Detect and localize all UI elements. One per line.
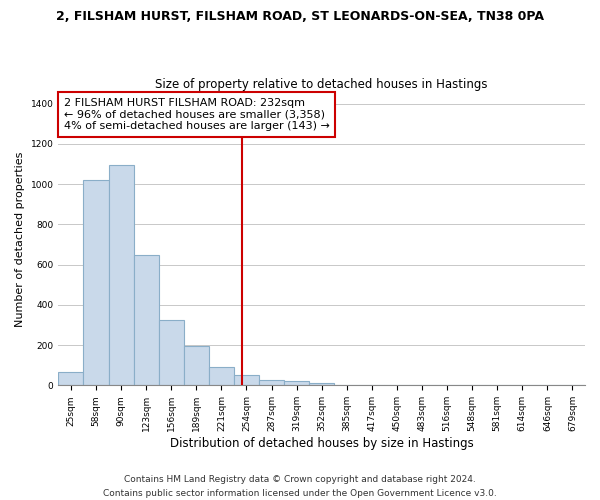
Title: Size of property relative to detached houses in Hastings: Size of property relative to detached ho…: [155, 78, 488, 91]
Bar: [109, 165, 134, 386]
Bar: [309, 384, 334, 386]
Text: 2 FILSHAM HURST FILSHAM ROAD: 232sqm
← 96% of detached houses are smaller (3,358: 2 FILSHAM HURST FILSHAM ROAD: 232sqm ← 9…: [64, 98, 329, 131]
Y-axis label: Number of detached properties: Number of detached properties: [15, 152, 25, 327]
Bar: [58, 372, 83, 386]
Bar: [83, 180, 109, 386]
Bar: [209, 367, 234, 386]
Text: Contains HM Land Registry data © Crown copyright and database right 2024.
Contai: Contains HM Land Registry data © Crown c…: [103, 476, 497, 498]
Bar: [184, 346, 209, 386]
Bar: [259, 380, 284, 386]
X-axis label: Distribution of detached houses by size in Hastings: Distribution of detached houses by size …: [170, 437, 473, 450]
Bar: [234, 376, 259, 386]
Bar: [134, 254, 159, 386]
Bar: [159, 320, 184, 386]
Bar: [284, 382, 309, 386]
Text: 2, FILSHAM HURST, FILSHAM ROAD, ST LEONARDS-ON-SEA, TN38 0PA: 2, FILSHAM HURST, FILSHAM ROAD, ST LEONA…: [56, 10, 544, 23]
